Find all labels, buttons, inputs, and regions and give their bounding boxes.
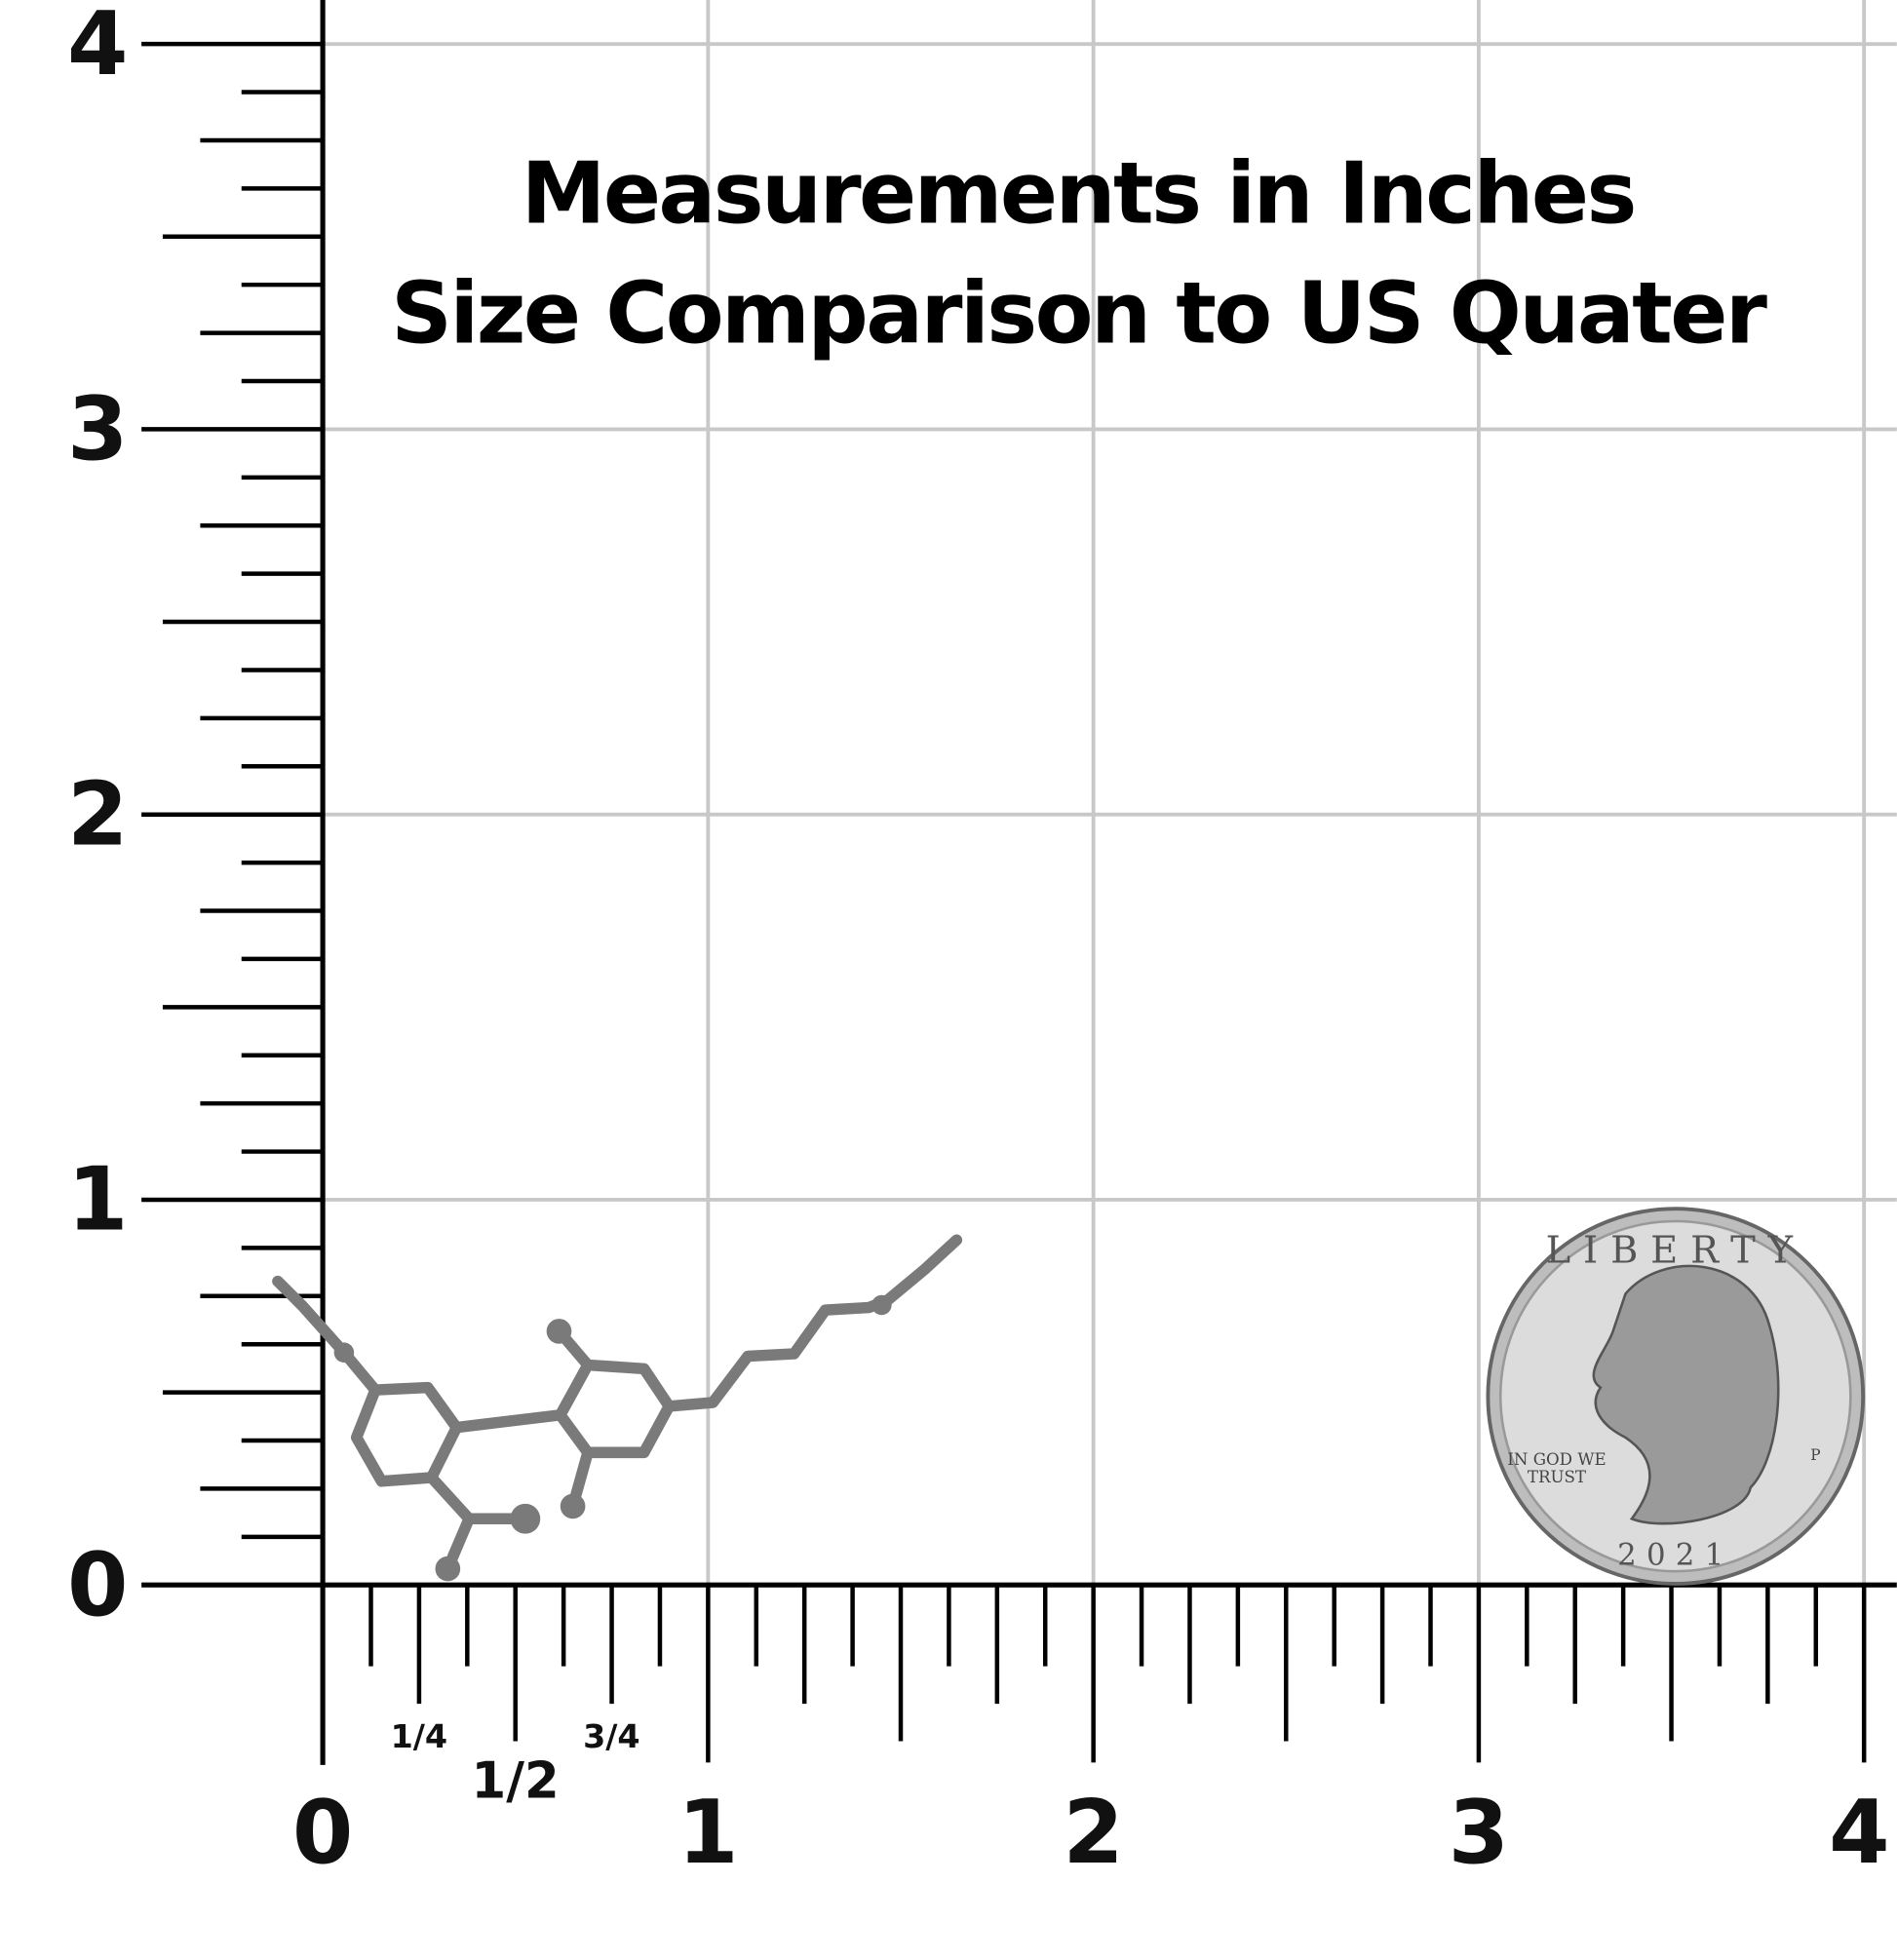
fraction-label: 3/4 (583, 1717, 640, 1755)
coin-text: TRUST (1528, 1468, 1586, 1486)
y-label: 2 (67, 764, 128, 865)
coin-text: P (1810, 1446, 1820, 1464)
y-label: 4 (67, 0, 128, 96)
x-label: 0 (292, 1783, 353, 1884)
x-label: 2 (1063, 1783, 1123, 1884)
coin-text: 2021 (1617, 1538, 1733, 1573)
y-label: 1 (67, 1150, 128, 1251)
pendant-atoms (333, 1294, 892, 1582)
fraction-label: 1/2 (472, 1751, 560, 1810)
fraction-label: 1/4 (391, 1717, 448, 1755)
ruler-ticks (141, 0, 1897, 1765)
x-label: 3 (1449, 1783, 1509, 1884)
quarter-coin: LIBERTY IN GOD WE TRUST 2021 P (1486, 1207, 1866, 1586)
pendant (272, 1234, 963, 1575)
coin-text: IN GOD WE (1507, 1450, 1606, 1469)
y-label: 3 (67, 379, 128, 480)
x-label: 1 (678, 1783, 738, 1884)
title-line: Measurements in Inches (522, 143, 1635, 243)
title-line: Size Comparison to US Quater (391, 263, 1767, 363)
coin-text: LIBERTY (1546, 1228, 1805, 1272)
x-label: 4 (1829, 1783, 1889, 1884)
y-label: 0 (67, 1535, 128, 1636)
grid (323, 0, 1897, 1586)
